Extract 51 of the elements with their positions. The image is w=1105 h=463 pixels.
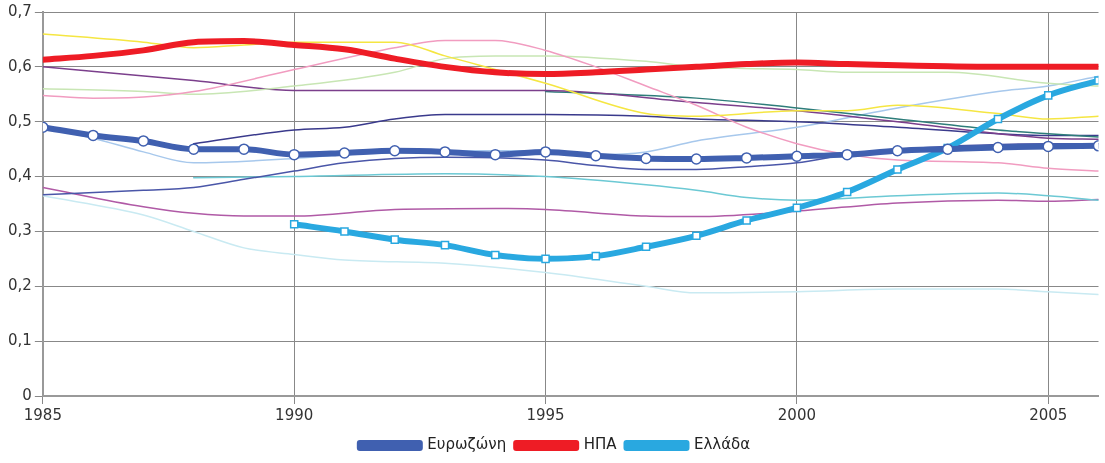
x-tick-label: 2000 <box>777 405 816 424</box>
point <box>440 240 450 250</box>
point <box>641 242 651 252</box>
point <box>740 152 753 164</box>
point <box>742 216 751 225</box>
x-tick-label: 1995 <box>526 405 565 424</box>
point <box>490 250 500 260</box>
y-tick-label: 0,1 <box>8 331 32 350</box>
line-series <box>544 90 1099 138</box>
point <box>541 254 550 264</box>
y-tick-label: 0,7 <box>8 1 32 20</box>
point <box>489 148 502 161</box>
y-tick-label: 0,3 <box>8 221 32 240</box>
point <box>288 148 300 161</box>
point <box>439 146 451 158</box>
point <box>238 143 250 155</box>
point <box>137 135 150 147</box>
point <box>338 147 351 159</box>
point <box>539 146 552 158</box>
point <box>390 235 400 244</box>
point <box>692 231 701 241</box>
point <box>842 187 852 197</box>
y-tick-label: 0,2 <box>8 276 32 295</box>
point <box>590 149 602 162</box>
point <box>893 165 902 174</box>
point <box>1043 91 1053 100</box>
point <box>640 152 652 165</box>
x-tick-label: 1985 <box>23 405 62 424</box>
point <box>388 145 401 157</box>
point <box>992 141 1004 154</box>
legend-label: Ελλάδα <box>693 435 751 454</box>
point <box>187 143 200 155</box>
point <box>87 129 99 142</box>
y-tick-label: 0 <box>22 385 32 404</box>
line-series <box>192 173 1099 201</box>
point <box>340 227 349 236</box>
x-tick-label: 1990 <box>275 405 314 424</box>
y-tick-label: 0,4 <box>8 166 32 185</box>
point <box>993 114 1003 124</box>
legend-label: Ευρωζώνη <box>427 435 507 454</box>
x-tick-label: 2005 <box>1029 405 1068 424</box>
y-tick-label: 0,5 <box>8 111 32 130</box>
point <box>841 148 853 161</box>
point <box>1042 140 1054 153</box>
point <box>289 220 299 229</box>
point <box>591 251 601 261</box>
point <box>792 203 802 213</box>
point <box>891 145 904 157</box>
legend-label: ΗΠΑ <box>583 435 618 454</box>
point <box>791 150 803 163</box>
y-tick-label: 0,6 <box>8 56 32 75</box>
